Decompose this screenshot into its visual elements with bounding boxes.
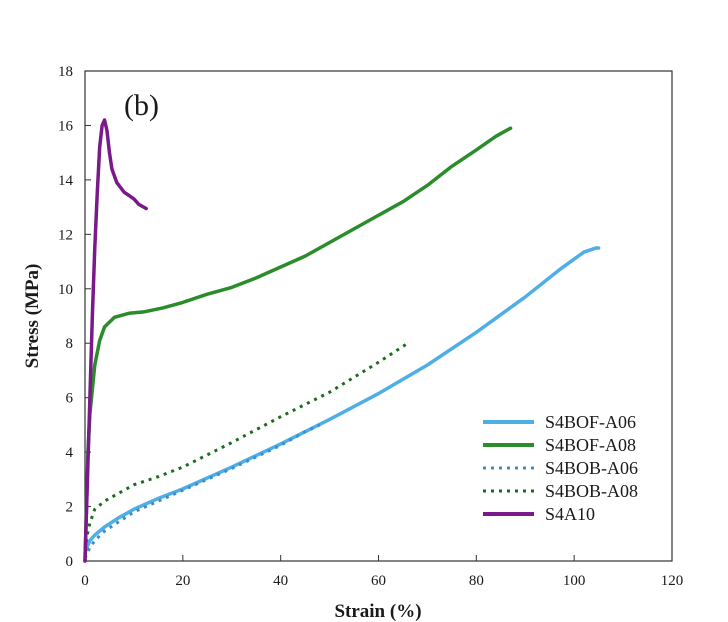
legend-label: S4BOF-A06: [545, 412, 636, 432]
legend-label: S4BOB-A08: [545, 481, 638, 501]
y-tick-label: 4: [66, 445, 74, 461]
x-tick-label: 0: [81, 573, 89, 589]
legend-label: S4BOB-A06: [545, 458, 638, 478]
y-tick-label: 0: [66, 554, 74, 570]
legend-label: S4BOF-A08: [545, 435, 636, 455]
y-tick-label: 16: [58, 118, 74, 134]
y-tick-label: 10: [58, 282, 73, 298]
series-line-s4bob-a08: [83, 341, 409, 551]
x-tick-label: 120: [661, 573, 684, 589]
legend: S4BOF-A06 S4BOF-A08 S4BOB-A06 S4BOB-A08 S4A1…: [483, 412, 638, 524]
series-layer: [83, 118, 601, 563]
y-tick-label: 6: [66, 391, 74, 407]
panel-label: (b): [124, 89, 159, 122]
y-tick-label: 14: [58, 173, 74, 189]
y-tick-label: 12: [58, 227, 73, 243]
axis-ticks: 0 20 40 60 80 100 120 0 2 4 6 8 10 12 14 16 18: [58, 64, 683, 589]
y-axis-title: Stress (MPa): [22, 264, 43, 369]
series-line-s4bof-a08: [83, 126, 513, 563]
x-tick-label: 40: [273, 573, 288, 589]
series-line-s4bob-a06: [83, 423, 321, 559]
x-tick-label: 60: [371, 573, 386, 589]
series-line-s4a10: [83, 118, 148, 563]
x-axis-title: Strain (%): [334, 601, 421, 622]
x-tick-label: 20: [175, 573, 190, 589]
x-tick-label: 80: [469, 573, 484, 589]
y-tick-label: 18: [58, 64, 73, 80]
series-line-s4bof-a06: [83, 246, 601, 555]
x-tick-label: 100: [563, 573, 586, 589]
y-tick-label: 8: [66, 336, 74, 352]
y-tick-label: 2: [66, 500, 74, 516]
legend-label: S4A10: [545, 504, 595, 524]
